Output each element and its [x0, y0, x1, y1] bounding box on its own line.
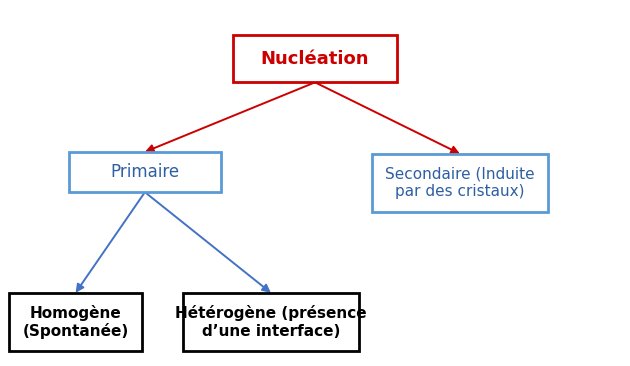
Text: Secondaire (Induite
par des cristaux): Secondaire (Induite par des cristaux) [385, 167, 535, 199]
FancyBboxPatch shape [233, 35, 397, 82]
FancyBboxPatch shape [372, 154, 548, 212]
FancyBboxPatch shape [9, 293, 142, 351]
FancyBboxPatch shape [69, 152, 220, 192]
Text: Hétérogène (présence
d’une interface): Hétérogène (présence d’une interface) [175, 305, 367, 339]
Text: Nucléation: Nucléation [261, 49, 369, 68]
Text: Homogène
(Spontanée): Homogène (Spontanée) [23, 305, 129, 339]
FancyBboxPatch shape [183, 293, 359, 351]
Text: Primaire: Primaire [110, 163, 180, 181]
